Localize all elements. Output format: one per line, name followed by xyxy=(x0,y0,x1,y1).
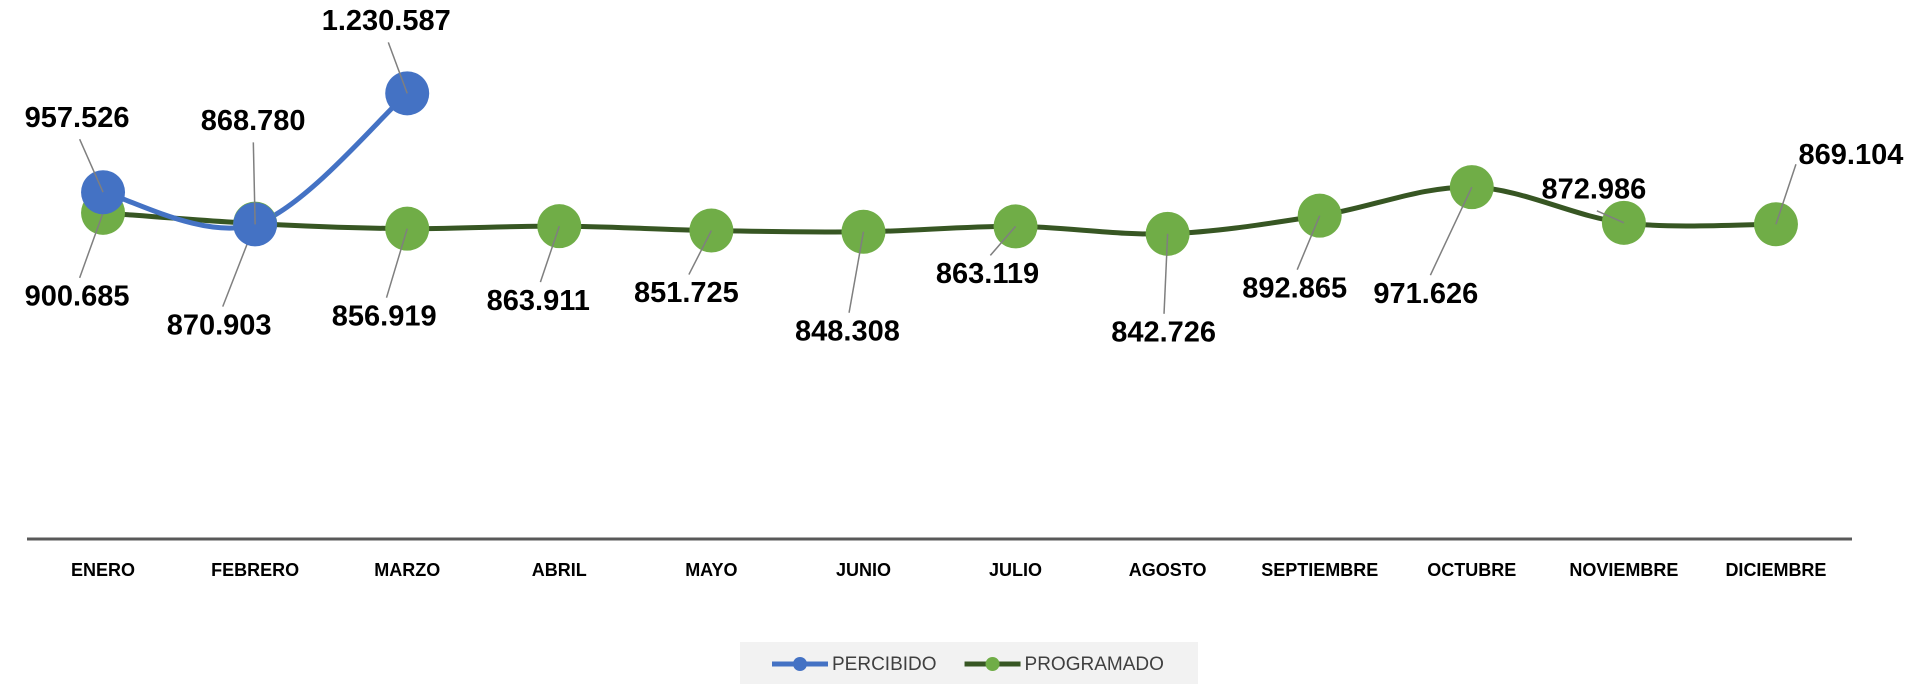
data-label: 971.626 xyxy=(1373,278,1478,310)
data-label: 848.308 xyxy=(795,315,900,347)
x-tick-label: MARZO xyxy=(374,560,440,580)
data-label: 863.119 xyxy=(936,258,1039,290)
data-label: 900.685 xyxy=(25,280,130,312)
leader-line xyxy=(78,212,104,279)
x-tick-label: OCTUBRE xyxy=(1427,560,1516,580)
x-tick-label: NOVIEMBRE xyxy=(1569,560,1678,580)
legend-label: PROGRAMADO xyxy=(1025,654,1164,675)
legend-label: PERCIBIDO xyxy=(832,654,937,675)
legend: PERCIBIDO PROGRAMADO xyxy=(740,642,1198,684)
legend-marker xyxy=(793,657,807,671)
leader-line xyxy=(387,42,408,94)
leader-line xyxy=(688,230,713,275)
x-tick-label: MAYO xyxy=(685,560,737,580)
x-tick-label: DICIEMBRE xyxy=(1725,560,1826,580)
leader-line xyxy=(385,228,408,298)
data-label: 851.725 xyxy=(634,277,739,309)
x-tick-label: AGOSTO xyxy=(1129,560,1207,580)
leader-line xyxy=(848,231,865,313)
data-label: 869.104 xyxy=(1799,139,1904,171)
x-tick-label: ENERO xyxy=(71,560,135,580)
leader-line xyxy=(989,225,1017,256)
leader-line xyxy=(78,138,104,193)
leader-line xyxy=(1775,164,1797,225)
leader-line xyxy=(252,142,256,225)
leader-line xyxy=(539,225,561,283)
data-label: 842.726 xyxy=(1111,316,1216,348)
data-label: 870.903 xyxy=(167,309,272,341)
data-label: 892.865 xyxy=(1242,272,1347,304)
x-tick-label: FEBRERO xyxy=(211,560,299,580)
x-tick-label: SEPTIEMBRE xyxy=(1261,560,1378,580)
data-label: 872.986 xyxy=(1541,174,1646,206)
leader-line xyxy=(1296,215,1321,270)
marker xyxy=(993,204,1038,249)
x-tick-label: JULIO xyxy=(989,560,1042,580)
leader-line xyxy=(1163,233,1169,314)
x-tick-label: JUNIO xyxy=(836,560,891,580)
leader-line xyxy=(1429,186,1473,276)
data-label: 957.526 xyxy=(25,102,130,134)
x-tick-label: ABRIL xyxy=(532,560,587,580)
data-label: 868.780 xyxy=(201,105,306,137)
data-label: 863.911 xyxy=(487,285,590,317)
data-label: 1.230.587 xyxy=(322,5,451,37)
data-label: 856.919 xyxy=(332,300,437,332)
leader-line xyxy=(1596,210,1625,224)
legend-marker xyxy=(985,657,1000,671)
